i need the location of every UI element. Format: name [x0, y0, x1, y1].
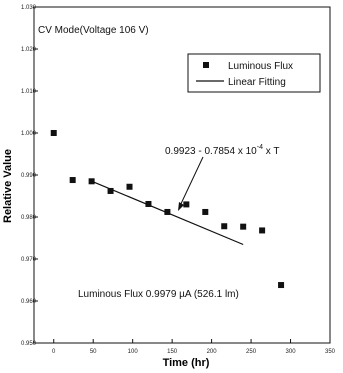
y-axis-ticks: 0.950 0.960 0.970 0.980 0.990 1.000 1.010 1.020… [21, 5, 38, 347]
data-point [88, 178, 95, 185]
x-axis-ticks: 0 50 100 150 200 250 300 350 [52, 339, 336, 355]
legend-label-luminous-flux: Luminous Flux [228, 61, 293, 72]
data-point [126, 183, 133, 190]
data-point [50, 130, 57, 136]
x-tick-label: 250 [246, 349, 257, 355]
data-point [221, 223, 228, 230]
equation-arrow [178, 156, 204, 211]
legend-box [187, 53, 321, 93]
data-point [164, 208, 171, 215]
x-tick-label: 150 [167, 349, 178, 355]
y-tick-label: 1.000 [21, 131, 37, 137]
y-tick-label: 0.960 [21, 299, 37, 305]
x-tick-label: 350 [325, 349, 336, 355]
data-point [259, 227, 266, 234]
legend-label-linear-fitting: Linear Fitting [228, 77, 286, 88]
y-tick-label: 1.030 [21, 5, 37, 11]
y-tick-label: 0.990 [21, 173, 37, 179]
data-point [107, 187, 114, 194]
y-tick-label: 0.970 [21, 257, 37, 263]
legend-square-marker [203, 62, 209, 68]
mode-annotation: CV Mode(Voltage 106 V) [38, 25, 149, 36]
x-axis-title: Time (hr) [163, 357, 210, 369]
y-tick-label: 0.950 [21, 341, 37, 347]
data-point [145, 200, 152, 207]
x-tick-label: 300 [286, 349, 297, 355]
equation-annotation: 0.9923 - 0.7854 x 10-4 x T [165, 144, 279, 157]
data-point [278, 282, 285, 289]
legend: Luminous Flux Linear Fitting [187, 53, 321, 93]
y-tick-label: 1.020 [21, 47, 37, 53]
data-point [202, 208, 209, 215]
y-axis-title: Relative Value [2, 149, 14, 223]
flux-annotation: Luminous Flux 0.9979 µA (526.1 lm) [78, 289, 239, 300]
x-tick-label: 0 [52, 349, 56, 355]
y-tick-label: 0.980 [21, 215, 37, 221]
data-point [183, 201, 190, 208]
x-tick-label: 200 [207, 349, 218, 355]
y-tick-label: 1.010 [21, 89, 37, 95]
data-point [69, 177, 76, 184]
data-points [50, 130, 285, 289]
x-tick-label: 50 [90, 349, 97, 355]
data-point [240, 223, 247, 230]
x-tick-label: 100 [128, 349, 139, 355]
